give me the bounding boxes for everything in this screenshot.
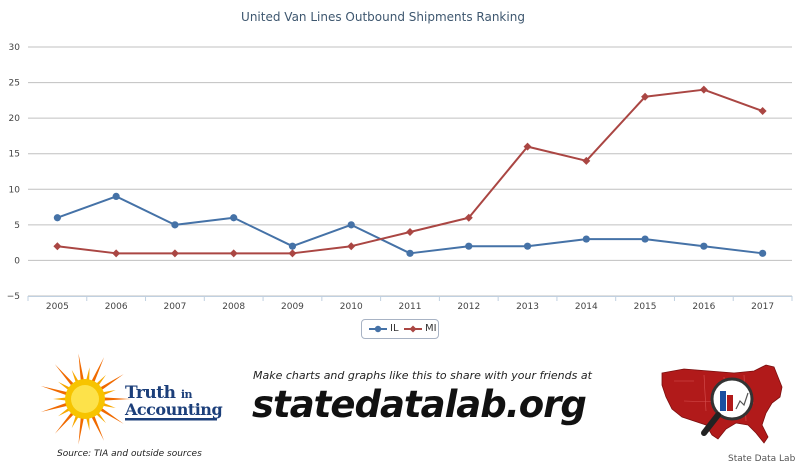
sun-ray (102, 397, 131, 401)
cta-text: Make charts and graphs like this to shar… (253, 369, 592, 382)
point-il-2014[interactable] (582, 235, 590, 243)
grid (28, 46, 792, 297)
point-mi-2006[interactable] (112, 249, 121, 258)
point-il-2011[interactable] (406, 249, 414, 257)
x-tick-label: 2007 (163, 302, 186, 312)
legend: IL MI (361, 319, 439, 339)
point-mi-2010[interactable] (347, 242, 356, 251)
point-mi-2014[interactable] (582, 156, 591, 165)
site-url[interactable]: statedatalab.org (252, 383, 587, 426)
y-tick-label: 15 (9, 150, 20, 160)
x-tick-label: 2017 (751, 302, 774, 312)
y-tick-label: 5 (14, 221, 20, 231)
sun-ray (54, 411, 75, 434)
sdl-caption: State Data Lab (728, 454, 796, 464)
point-mi-2013[interactable] (523, 142, 532, 151)
y-tick-label: 25 (9, 79, 20, 89)
x-tick-label: 2011 (399, 302, 422, 312)
x-tick-label: 2016 (692, 302, 715, 312)
x-tick-label: 2005 (46, 302, 69, 312)
sun-ray (78, 353, 85, 382)
tia-name-truth: Truth (125, 383, 176, 403)
point-il-2017[interactable] (759, 249, 767, 257)
sun-ray (99, 374, 124, 391)
sun-ray (71, 414, 80, 429)
x-tick-label: 2013 (516, 302, 539, 312)
point-il-2006[interactable] (112, 192, 120, 200)
sun-ray (54, 364, 75, 387)
tia-name-accounting: Accounting (125, 400, 223, 419)
y-tick-label: 10 (9, 185, 21, 195)
y-tick-label: 30 (9, 43, 21, 53)
sun-ray (71, 369, 80, 384)
legend-mi-marker-icon (404, 325, 422, 332)
chart-title: United Van Lines Outbound Shipments Rank… (241, 10, 525, 24)
x-tick-label: 2008 (222, 302, 245, 312)
x-tick-label: 2014 (575, 302, 598, 312)
legend-label-il: IL (390, 323, 399, 334)
sun-ray (78, 416, 85, 445)
tia-name: Truth in (125, 383, 193, 403)
tia-source-note: Source: TIA and outside sources (57, 449, 202, 459)
sun-ray (58, 407, 71, 417)
sun-icon (40, 353, 131, 445)
y-axis-ticks: −5 0 5 10 15 20 25 30 (7, 43, 21, 302)
sun-ray (40, 402, 69, 412)
sun-ray (90, 414, 105, 441)
legend-il-marker-icon (369, 325, 387, 332)
usa-map-magnifier-icon (661, 364, 783, 444)
point-mi-2012[interactable] (464, 213, 473, 222)
sun-ray (90, 357, 105, 384)
legend-item-il[interactable]: IL (369, 323, 399, 334)
y-tick-label: −5 (7, 292, 20, 302)
series-mi (53, 85, 767, 258)
sun-ray (95, 411, 106, 424)
sun-ray (101, 402, 116, 409)
tia-underline (125, 418, 217, 421)
line-chart: United Van Lines Outbound Shipments Rank… (7, 10, 793, 312)
point-mi-2009[interactable] (288, 249, 297, 258)
point-il-2005[interactable] (53, 214, 61, 222)
point-il-2012[interactable] (465, 242, 473, 250)
sun-ray (95, 374, 106, 387)
legend-item-mi[interactable]: MI (404, 323, 437, 334)
x-tick-label: 2012 (457, 302, 480, 312)
x-tick-label: 2006 (105, 302, 128, 312)
point-il-2015[interactable] (641, 235, 649, 243)
sun-ray (99, 407, 124, 424)
x-tick-label: 2015 (634, 302, 657, 312)
x-tick-label: 2010 (340, 302, 363, 312)
y-tick-label: 20 (9, 114, 21, 124)
tia-name-in: in (180, 388, 193, 401)
footer-banner: Truth in Accounting Source: TIA and outs… (0, 347, 800, 467)
point-il-2007[interactable] (171, 221, 179, 229)
sun-ray (85, 367, 90, 382)
point-il-2013[interactable] (523, 242, 532, 250)
series-il (53, 192, 767, 257)
point-mi-2007[interactable] (170, 249, 179, 258)
point-mi-2015[interactable] (641, 92, 650, 101)
sun-ray (53, 397, 68, 401)
point-il-2016[interactable] (700, 242, 708, 250)
sun-ray (101, 389, 116, 396)
y-tick-label: 0 (14, 256, 20, 266)
point-mi-2016[interactable] (699, 85, 708, 94)
series-layer (53, 85, 767, 258)
point-il-2009[interactable] (288, 242, 297, 250)
point-mi-2008[interactable] (229, 249, 238, 258)
sun-ray (85, 416, 90, 431)
x-tick-label: 2009 (281, 302, 304, 312)
sun-rays-icon (40, 353, 131, 445)
sun-ray (58, 381, 71, 391)
x-axis-ticks: 2005 2006 2007 2008 2009 2010 2011 2012 2013 2014… (27, 296, 793, 312)
sun-ray (40, 386, 69, 396)
legend-label-mi: MI (425, 323, 437, 334)
point-il-2010[interactable] (347, 221, 355, 229)
point-il-2008[interactable] (230, 214, 238, 222)
point-mi-2017[interactable] (758, 107, 767, 116)
point-mi-2005[interactable] (53, 242, 62, 251)
point-mi-2011[interactable] (406, 227, 414, 236)
